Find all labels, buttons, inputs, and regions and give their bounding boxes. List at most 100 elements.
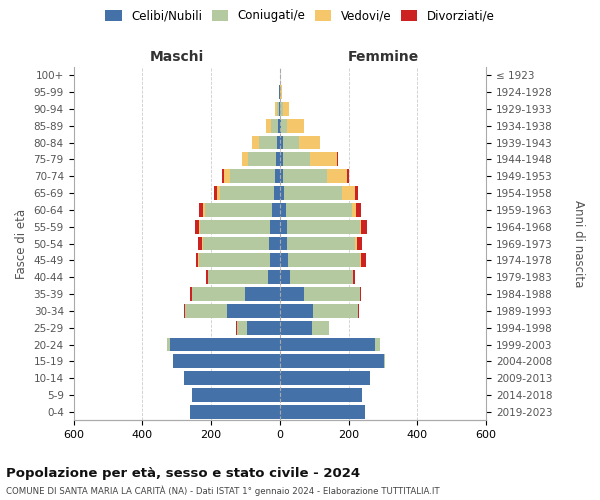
Bar [313,304,358,318]
Bar [284,186,341,200]
Bar [268,270,280,284]
Bar [356,203,361,216]
Bar [359,220,361,234]
Bar [184,304,185,318]
Bar [220,186,274,200]
Bar [199,203,203,216]
Bar [280,85,282,99]
Text: Femmine: Femmine [347,50,419,64]
Bar [173,354,280,368]
Bar [280,186,284,200]
Bar [280,354,383,368]
Bar [283,136,299,149]
Bar [355,236,357,250]
Bar [230,170,275,183]
Bar [269,236,280,250]
Bar [206,270,208,284]
Bar [185,304,227,318]
Bar [313,321,329,334]
Bar [383,354,385,368]
Bar [266,119,271,132]
Bar [259,136,277,149]
Bar [199,220,200,234]
Bar [251,136,259,149]
Bar [202,236,203,250]
Bar [274,186,280,200]
Bar [214,186,217,200]
Y-axis label: Fasce di età: Fasce di età [15,208,28,278]
Bar [272,203,280,216]
Bar [357,236,362,250]
Bar [289,254,360,268]
Bar [280,119,281,132]
Bar [199,254,270,268]
Bar [200,220,270,234]
Bar [184,372,280,385]
Legend: Celibi/Nubili, Coniugati/e, Vedovi/e, Divorziati/e: Celibi/Nubili, Coniugati/e, Vedovi/e, Di… [101,6,499,26]
Bar [280,372,370,385]
Bar [280,136,283,149]
Bar [347,170,349,183]
Bar [198,236,202,250]
Bar [271,119,278,132]
Bar [360,254,361,268]
Bar [203,203,205,216]
Bar [280,405,365,419]
Bar [280,170,283,183]
Bar [337,152,338,166]
Bar [248,152,277,166]
Bar [280,304,313,318]
Bar [224,170,230,183]
Bar [287,236,355,250]
Bar [359,287,361,301]
Text: Maschi: Maschi [149,50,204,64]
Bar [170,338,280,351]
Bar [304,287,359,301]
Bar [217,186,220,200]
Bar [355,186,358,200]
Bar [280,321,313,334]
Text: COMUNE DI SANTA MARIA LA CARITÀ (NA) - Dati ISTAT 1° gennaio 2024 - Elaborazione: COMUNE DI SANTA MARIA LA CARITÀ (NA) - D… [6,486,440,496]
Bar [299,136,320,149]
Bar [353,270,355,284]
Bar [194,220,199,234]
Bar [287,119,304,132]
Bar [270,254,280,268]
Bar [167,338,170,351]
Bar [278,119,280,132]
Bar [190,405,280,419]
Bar [205,203,272,216]
Bar [280,220,287,234]
Bar [245,287,280,301]
Bar [341,186,355,200]
Bar [279,102,280,116]
Y-axis label: Anni di nascita: Anni di nascita [572,200,585,287]
Bar [310,152,337,166]
Bar [192,388,280,402]
Bar [280,102,283,116]
Bar [283,170,327,183]
Bar [277,136,280,149]
Bar [358,304,359,318]
Bar [275,170,280,183]
Bar [247,321,280,334]
Bar [281,119,287,132]
Bar [286,203,352,216]
Bar [327,170,347,183]
Bar [280,270,290,284]
Bar [222,170,224,183]
Bar [277,152,280,166]
Bar [270,220,280,234]
Bar [227,304,280,318]
Text: Popolazione per età, sesso e stato civile - 2024: Popolazione per età, sesso e stato civil… [6,468,360,480]
Bar [361,254,366,268]
Bar [277,102,279,116]
Bar [280,388,362,402]
Bar [283,102,289,116]
Bar [208,270,268,284]
Bar [242,152,248,166]
Bar [280,338,376,351]
Bar [190,287,192,301]
Bar [280,254,289,268]
Bar [376,338,380,351]
